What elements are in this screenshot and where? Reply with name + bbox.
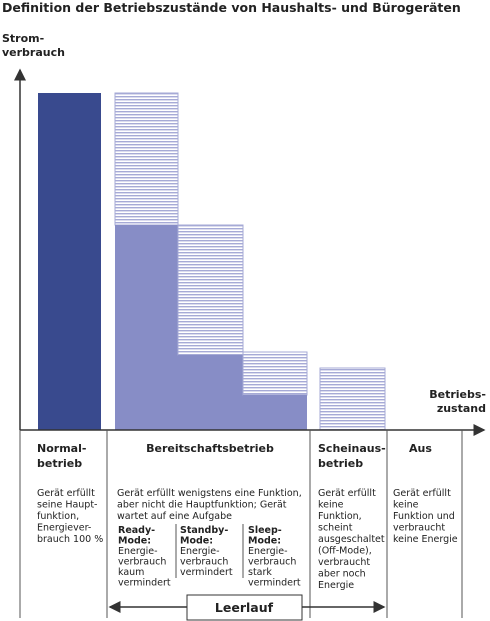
column-heading: betrieb <box>37 457 82 470</box>
column-heading: Bereitschaftsbetrieb <box>146 442 274 455</box>
column-text: wartet auf eine Aufgabe <box>117 511 232 522</box>
bar-sleep <box>243 395 307 430</box>
column-text: Funktion und <box>393 511 455 522</box>
bar-off-mode <box>319 367 386 431</box>
mode-name: Mode: <box>118 536 151 547</box>
column-text: aber noch <box>318 569 366 580</box>
mode-text: Energie- <box>118 546 158 557</box>
bar-standby-potential <box>177 224 244 356</box>
column-text: Gerät erfüllt wenigstens eine Funktion, <box>117 488 302 499</box>
y-axis-label: verbrauch <box>2 46 65 59</box>
column-text: Energiever- <box>37 523 91 534</box>
column-text: Gerät erfüllt <box>393 488 451 499</box>
column-heading: Scheinaus- <box>318 442 386 455</box>
mode-name: Mode: <box>248 536 281 547</box>
column-text: (Off-Mode), <box>318 546 372 557</box>
bar-standby <box>178 355 243 430</box>
mode-text: verbrauch <box>118 557 166 568</box>
column-text: seine Haupt- <box>37 500 98 511</box>
column-text: Gerät erfüllt <box>37 488 95 499</box>
mode-text: vermindert <box>118 578 171 589</box>
mode-name: Mode: <box>180 536 213 547</box>
y-axis-label: Strom- <box>2 32 44 45</box>
x-axis-label: zustand <box>437 402 486 415</box>
mode-text: stark <box>248 567 272 578</box>
column-text: funktion, <box>37 511 79 522</box>
mode-text: verbrauch <box>248 557 296 568</box>
column-heading: Normal- <box>37 442 86 455</box>
bar-ready-potential <box>114 92 179 226</box>
mode-text: vermindert <box>248 578 301 589</box>
column-text: brauch 100 % <box>37 534 103 545</box>
column-text: keine Energie <box>393 534 458 545</box>
column-text: verbraucht <box>393 523 445 534</box>
mode-text: Energie- <box>180 546 220 557</box>
idle-box <box>186 594 303 621</box>
bars <box>38 92 386 431</box>
column-heading: Aus <box>409 442 432 455</box>
column-text: Funktion, <box>318 511 362 522</box>
column-text: Gerät erfüllt <box>318 488 376 499</box>
dividers <box>19 430 463 618</box>
column-text: ausgeschaltet <box>318 534 385 545</box>
mode-text: kaum <box>118 567 144 578</box>
bar-normal <box>38 93 101 430</box>
title: Definition der Betriebszustände von Haus… <box>2 0 461 15</box>
mode-name: Ready- <box>118 525 155 536</box>
column-heading: betrieb <box>318 457 363 470</box>
x-axis-label: Betriebs- <box>429 388 486 401</box>
idle-label: Leerlauf <box>215 600 274 615</box>
mode-text: verbrauch <box>180 557 228 568</box>
bar-sleep-potential <box>242 351 308 396</box>
column-text: Energie <box>318 580 354 591</box>
column-text: keine <box>318 500 344 511</box>
mode-text: Energie- <box>248 546 288 557</box>
mode-name: Standby- <box>180 525 228 536</box>
mode-name: Sleep- <box>248 525 282 536</box>
bar-ready <box>115 225 178 430</box>
column-text: verbraucht <box>318 557 370 568</box>
column-text: scheint <box>318 523 353 534</box>
column-text: keine <box>393 500 419 511</box>
column-text: aber nicht die Hauptfunktion; Gerät <box>117 500 287 511</box>
mode-text: vermindert <box>180 567 233 578</box>
